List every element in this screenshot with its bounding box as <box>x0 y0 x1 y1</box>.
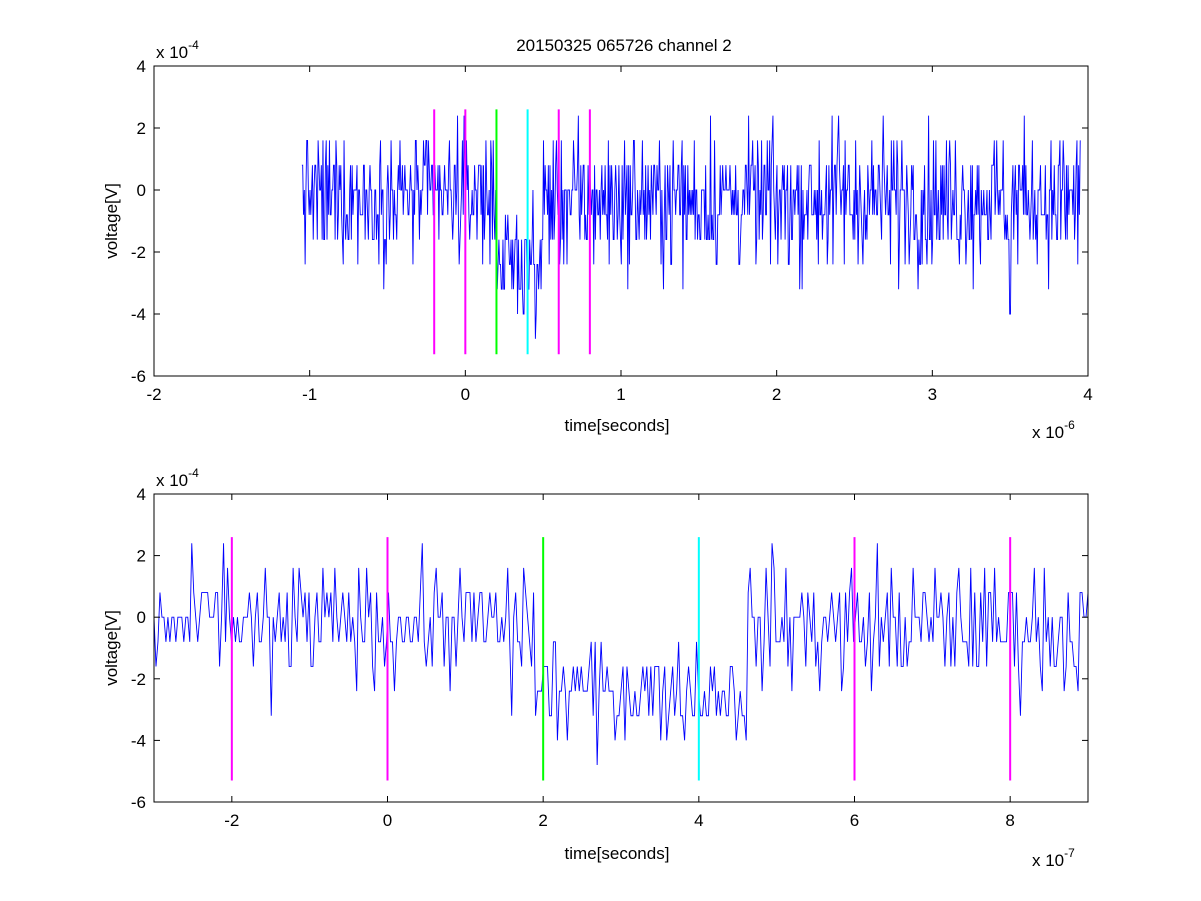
figure-title: 20150325 065726 channel 2 <box>516 36 732 55</box>
top-x-tick-label: -1 <box>302 385 317 404</box>
top-y-tick-label: 0 <box>137 181 146 200</box>
top-axes: -2 -1 0 1 2 3 4 4 2 0 -2 -4 -6 time[seconds] voltage… <box>102 38 1093 442</box>
bottom-y-exponent-base: x 10 <box>156 471 188 490</box>
top-x-exponent-power: -6 <box>1064 418 1075 432</box>
top-y-tick-label: 4 <box>137 57 146 76</box>
bottom-y-exponent-label: x 10-4 <box>156 466 199 490</box>
top-x-tick-label: 2 <box>772 385 781 404</box>
bottom-y-exponent-power: -4 <box>188 466 199 480</box>
bottom-y-tick-label: 4 <box>137 485 146 504</box>
bottom-x-tick-label: 0 <box>383 811 392 830</box>
top-x-tick-label: 1 <box>616 385 625 404</box>
bottom-axes-box <box>153 493 1089 803</box>
bottom-y-tick-label: 0 <box>137 608 146 627</box>
bottom-x-exponent-power: -7 <box>1064 846 1075 860</box>
bottom-axes: -2 0 2 4 6 8 4 2 0 -2 -4 -6 time[seconds] voltage[V… <box>102 466 1089 870</box>
bottom-marker-layer <box>230 537 1012 781</box>
top-x-tick-label: -2 <box>146 385 161 404</box>
top-signal-line <box>301 115 1081 339</box>
bottom-x-exponent-label: x 10-7 <box>1032 846 1075 870</box>
bottom-y-tick-label: -4 <box>131 731 146 750</box>
bottom-y-axis-label: voltage[V] <box>102 610 121 686</box>
top-x-tick-label: 3 <box>928 385 937 404</box>
top-x-axis-label: time[seconds] <box>565 416 670 435</box>
top-marker-layer <box>433 109 591 355</box>
top-x-tick-label: 0 <box>461 385 470 404</box>
top-tick-layer: -2 -1 0 1 2 3 4 4 2 0 -2 -4 -6 <box>131 57 1093 404</box>
top-x-tick-label: 4 <box>1083 385 1092 404</box>
top-y-tick-label: -4 <box>131 305 146 324</box>
top-x-exponent-base: x 10 <box>1032 423 1064 442</box>
top-y-exponent-base: x 10 <box>156 43 188 62</box>
bottom-x-tick-label: -2 <box>224 811 239 830</box>
bottom-x-tick-label: 4 <box>694 811 703 830</box>
bottom-y-tick-label: 2 <box>137 547 146 566</box>
bottom-tick-layer: -2 0 2 4 6 8 4 2 0 -2 -4 -6 <box>131 485 1088 830</box>
bottom-x-exponent-base: x 10 <box>1032 851 1064 870</box>
top-y-tick-label: -2 <box>131 243 146 262</box>
bottom-signal-layer <box>153 543 1089 766</box>
bottom-x-tick-label: 8 <box>1005 811 1014 830</box>
bottom-x-tick-label: 2 <box>538 811 547 830</box>
bottom-y-tick-label: -2 <box>131 670 146 689</box>
top-y-exponent-power: -4 <box>188 38 199 52</box>
bottom-x-tick-label: 6 <box>850 811 859 830</box>
top-y-exponent-label: x 10-4 <box>156 38 199 62</box>
top-y-tick-label: -6 <box>131 367 146 386</box>
bottom-x-axis-label: time[seconds] <box>565 844 670 863</box>
top-y-axis-label: voltage[V] <box>102 183 121 259</box>
bottom-signal-line <box>153 543 1089 766</box>
bottom-y-tick-label: -6 <box>131 793 146 812</box>
top-x-exponent-label: x 10-6 <box>1032 418 1075 442</box>
top-signal-layer <box>301 115 1081 339</box>
top-y-tick-label: 2 <box>137 119 146 138</box>
